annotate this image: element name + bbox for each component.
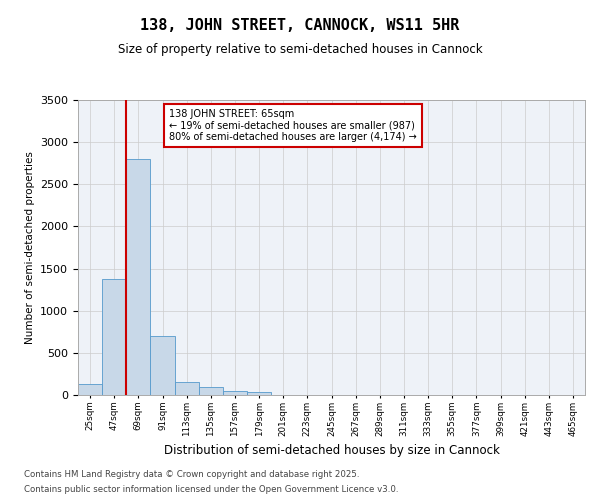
Text: Contains HM Land Registry data © Crown copyright and database right 2025.: Contains HM Land Registry data © Crown c… xyxy=(24,470,359,479)
Bar xyxy=(151,336,175,395)
Text: 138, JOHN STREET, CANNOCK, WS11 5HR: 138, JOHN STREET, CANNOCK, WS11 5HR xyxy=(140,18,460,32)
Bar xyxy=(126,159,151,395)
Bar xyxy=(102,278,126,395)
Y-axis label: Number of semi-detached properties: Number of semi-detached properties xyxy=(25,151,35,344)
Bar xyxy=(78,384,102,395)
Text: Contains public sector information licensed under the Open Government Licence v3: Contains public sector information licen… xyxy=(24,485,398,494)
X-axis label: Distribution of semi-detached houses by size in Cannock: Distribution of semi-detached houses by … xyxy=(164,444,499,458)
Bar xyxy=(247,392,271,395)
Text: Size of property relative to semi-detached houses in Cannock: Size of property relative to semi-detach… xyxy=(118,42,482,56)
Bar xyxy=(175,382,199,395)
Text: 138 JOHN STREET: 65sqm
← 19% of semi-detached houses are smaller (987)
80% of se: 138 JOHN STREET: 65sqm ← 19% of semi-det… xyxy=(169,109,417,142)
Bar xyxy=(199,387,223,395)
Bar xyxy=(223,391,247,395)
